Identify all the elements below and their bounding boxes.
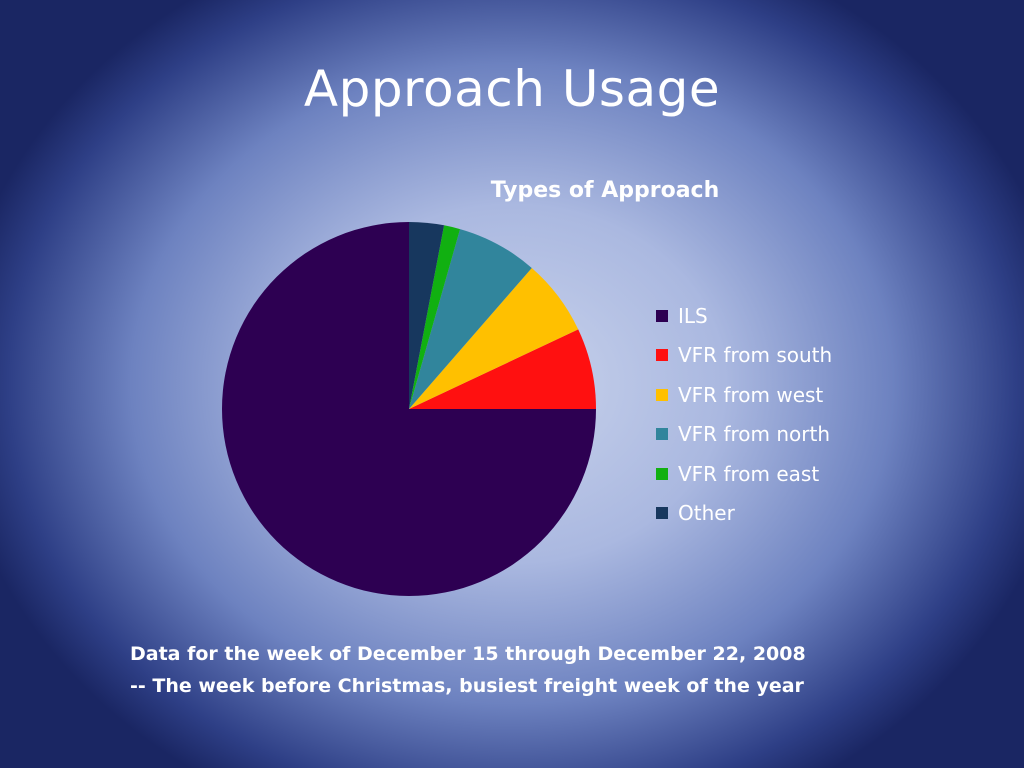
legend-item-vfr-east: VFR from east — [656, 454, 832, 494]
pie-slice-vfr-east — [409, 225, 461, 409]
chart-legend: ILS VFR from south VFR from west VFR fro… — [656, 296, 832, 533]
legend-swatch — [656, 388, 668, 401]
legend-swatch — [656, 309, 668, 322]
legend-label: ILS — [678, 303, 708, 328]
legend-item-ils: ILS — [656, 296, 832, 336]
footnote: Data for the week of December 15 through… — [130, 638, 910, 702]
pie-slice-vfr-north — [409, 229, 532, 409]
legend-item-vfr-north: VFR from north — [656, 415, 832, 455]
legend-label: VFR from north — [678, 422, 830, 447]
legend-swatch — [656, 467, 668, 480]
legend-swatch — [656, 349, 668, 362]
legend-label: Other — [678, 501, 735, 526]
footnote-line-1: Data for the week of December 15 through… — [130, 643, 806, 665]
legend-label: VFR from west — [678, 382, 824, 407]
footnote-line-2: -- The week before Christmas, busiest fr… — [130, 675, 804, 697]
pie-slice-other — [409, 222, 445, 409]
pie-slice-vfr-south — [409, 329, 596, 409]
pie-chart — [222, 222, 596, 596]
legend-item-other: Other — [656, 494, 832, 534]
pie-slice-vfr-west — [409, 267, 579, 409]
slide-title: Approach Usage — [303, 60, 721, 118]
legend-item-vfr-south: VFR from south — [656, 336, 832, 376]
legend-swatch — [656, 507, 668, 520]
legend-swatch — [656, 428, 668, 441]
chart-title: Types of Approach — [490, 178, 720, 203]
legend-item-vfr-west: VFR from west — [656, 375, 832, 415]
legend-label: VFR from south — [678, 343, 833, 368]
legend-label: VFR from east — [678, 461, 820, 486]
